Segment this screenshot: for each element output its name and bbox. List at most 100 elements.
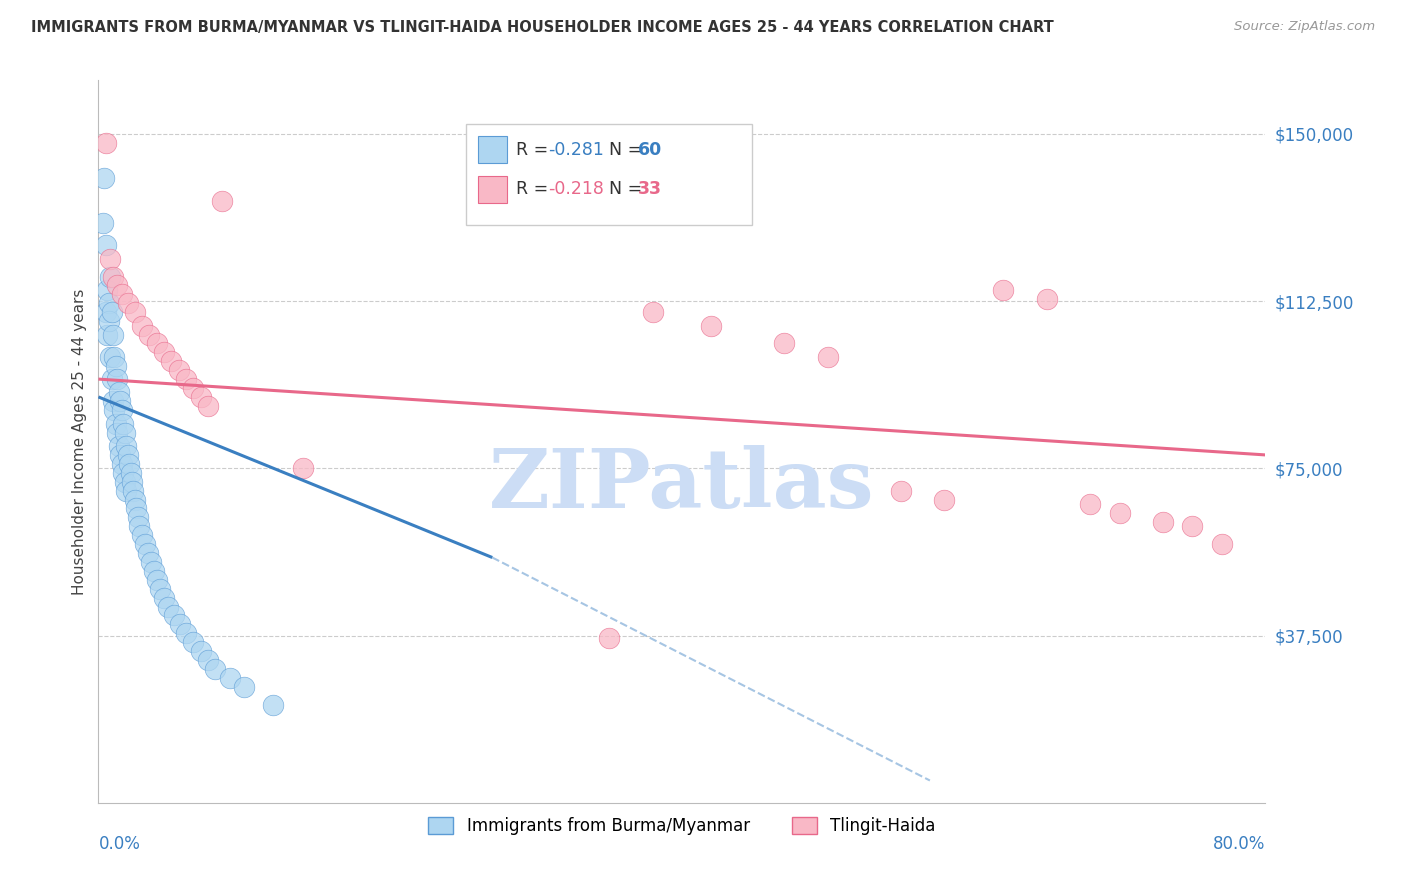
Point: [197, 399, 219, 413]
Point: [111, 287, 134, 301]
Point: [110, 448, 132, 462]
Point: [160, 354, 183, 368]
Point: [111, 457, 134, 471]
Point: [108, 439, 131, 453]
Point: [120, 466, 142, 480]
Text: 33: 33: [637, 180, 662, 198]
Point: [94, 238, 117, 252]
Point: [115, 439, 138, 453]
Point: [138, 327, 160, 342]
Point: [121, 475, 143, 489]
Point: [167, 363, 190, 377]
Point: [136, 546, 159, 560]
Point: [890, 483, 912, 498]
Point: [127, 510, 149, 524]
Point: [122, 483, 145, 498]
Point: [262, 698, 284, 712]
Y-axis label: Householder Income Ages 25 - 44 years: Householder Income Ages 25 - 44 years: [72, 288, 87, 595]
Point: [105, 425, 128, 440]
Point: [94, 136, 117, 150]
Point: [197, 653, 219, 667]
Text: 80.0%: 80.0%: [1213, 835, 1265, 854]
Point: [1211, 537, 1233, 551]
Point: [96, 283, 118, 297]
Point: [934, 492, 956, 507]
Point: [991, 283, 1014, 297]
Point: [97, 314, 120, 328]
Point: [131, 318, 153, 333]
Point: [124, 305, 146, 319]
Point: [117, 448, 139, 462]
Text: N =: N =: [598, 180, 648, 198]
Point: [100, 305, 122, 319]
Point: [142, 564, 165, 578]
Point: [98, 252, 121, 266]
Point: [124, 492, 146, 507]
Point: [169, 617, 191, 632]
Point: [153, 345, 176, 359]
Point: [211, 194, 233, 208]
Point: [112, 466, 135, 480]
Point: [103, 350, 125, 364]
Text: IMMIGRANTS FROM BURMA/MYANMAR VS TLINGIT-HAIDA HOUSEHOLDER INCOME AGES 25 - 44 Y: IMMIGRANTS FROM BURMA/MYANMAR VS TLINGIT…: [31, 20, 1053, 35]
Point: [1035, 292, 1057, 306]
Point: [105, 278, 128, 293]
Point: [101, 327, 124, 342]
Point: [98, 350, 121, 364]
Text: N =: N =: [598, 141, 648, 159]
Point: [101, 269, 124, 284]
Point: [291, 461, 314, 475]
Point: [204, 662, 226, 676]
Point: [181, 635, 204, 649]
Point: [1152, 515, 1174, 529]
Point: [233, 680, 256, 694]
Point: [598, 631, 620, 645]
Text: -0.281: -0.281: [548, 141, 603, 159]
Point: [98, 269, 121, 284]
Legend: Immigrants from Burma/Myanmar, Tlingit-Haida: Immigrants from Burma/Myanmar, Tlingit-H…: [422, 810, 942, 841]
Point: [101, 394, 124, 409]
Point: [108, 385, 131, 400]
Bar: [478, 136, 508, 163]
Point: [103, 403, 125, 417]
Point: [114, 425, 136, 440]
Text: Source: ZipAtlas.com: Source: ZipAtlas.com: [1234, 20, 1375, 33]
Point: [700, 318, 723, 333]
Point: [96, 327, 118, 342]
Point: [110, 394, 132, 409]
Point: [190, 390, 212, 404]
Bar: [478, 176, 508, 203]
Point: [94, 305, 117, 319]
Point: [218, 671, 240, 685]
Text: -0.218: -0.218: [548, 180, 603, 198]
Point: [1080, 497, 1102, 511]
Point: [125, 501, 148, 516]
Point: [115, 483, 138, 498]
Point: [146, 573, 169, 587]
Point: [111, 403, 134, 417]
Point: [97, 296, 120, 310]
Point: [817, 350, 839, 364]
Point: [190, 644, 212, 658]
Point: [93, 171, 115, 186]
Point: [131, 528, 153, 542]
Point: [114, 475, 136, 489]
Point: [118, 457, 141, 471]
Point: [163, 608, 186, 623]
Point: [641, 305, 664, 319]
Text: ZIPatlas: ZIPatlas: [489, 445, 875, 524]
Point: [174, 372, 197, 386]
Point: [773, 336, 796, 351]
Text: R =: R =: [516, 180, 554, 198]
Text: 60: 60: [637, 141, 662, 159]
Point: [1181, 519, 1204, 533]
Point: [105, 372, 128, 386]
Text: R =: R =: [516, 141, 554, 159]
Point: [149, 582, 172, 596]
Point: [128, 519, 150, 533]
Point: [139, 555, 162, 569]
Point: [181, 381, 204, 395]
Point: [157, 599, 180, 614]
Point: [104, 417, 127, 431]
Point: [117, 296, 139, 310]
